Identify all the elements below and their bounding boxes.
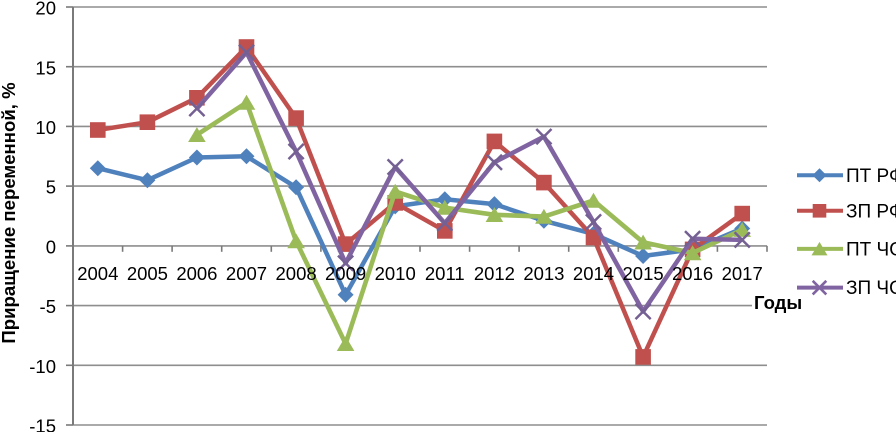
- svg-text:Годы: Годы: [754, 292, 802, 313]
- svg-text:2010: 2010: [375, 263, 416, 284]
- svg-text:2009: 2009: [325, 263, 366, 284]
- svg-text:2017: 2017: [722, 263, 763, 284]
- svg-text:Приращение переменной, %: Приращение переменной, %: [0, 82, 19, 344]
- svg-text:15: 15: [35, 57, 56, 78]
- svg-text:2006: 2006: [176, 263, 217, 284]
- svg-text:0: 0: [46, 237, 56, 258]
- svg-text:2012: 2012: [474, 263, 515, 284]
- svg-text:2011: 2011: [425, 263, 465, 284]
- svg-text:10: 10: [35, 117, 56, 138]
- svg-text:2015: 2015: [623, 263, 664, 284]
- svg-text:2005: 2005: [127, 263, 168, 284]
- svg-text:5: 5: [46, 177, 56, 198]
- svg-text:ЗП РФ: ЗП РФ: [846, 201, 896, 222]
- svg-text:2014: 2014: [573, 263, 614, 284]
- svg-text:-10: -10: [29, 356, 56, 377]
- svg-text:-5: -5: [40, 296, 56, 317]
- svg-text:2004: 2004: [77, 263, 118, 284]
- svg-text:ПТ РФ: ПТ РФ: [846, 166, 896, 187]
- svg-text:20: 20: [35, 0, 56, 19]
- svg-text:2013: 2013: [523, 263, 564, 284]
- svg-text:-15: -15: [29, 416, 56, 432]
- svg-text:2007: 2007: [226, 263, 267, 284]
- svg-text:2008: 2008: [276, 263, 317, 284]
- svg-text:ПТ ЧО: ПТ ЧО: [846, 240, 896, 261]
- svg-text:2016: 2016: [672, 263, 713, 284]
- svg-text:ЗП ЧО: ЗП ЧО: [846, 278, 896, 299]
